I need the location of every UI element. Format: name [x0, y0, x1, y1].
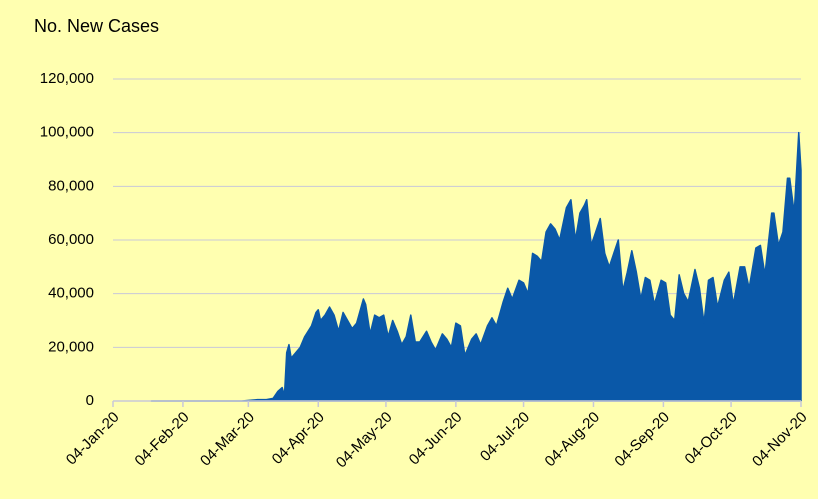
y-tick-label: 20,000: [48, 338, 94, 355]
y-tick-label: 40,000: [48, 285, 94, 302]
chart-title: No. New Cases: [34, 16, 159, 36]
y-tick-label: 80,000: [48, 177, 94, 194]
area: [150, 131, 802, 402]
y-tick-label: 120,000: [40, 70, 94, 87]
y-tick-label: 100,000: [40, 124, 94, 141]
y-tick-label: 0: [86, 392, 94, 409]
y-tick-label: 60,000: [48, 231, 94, 248]
